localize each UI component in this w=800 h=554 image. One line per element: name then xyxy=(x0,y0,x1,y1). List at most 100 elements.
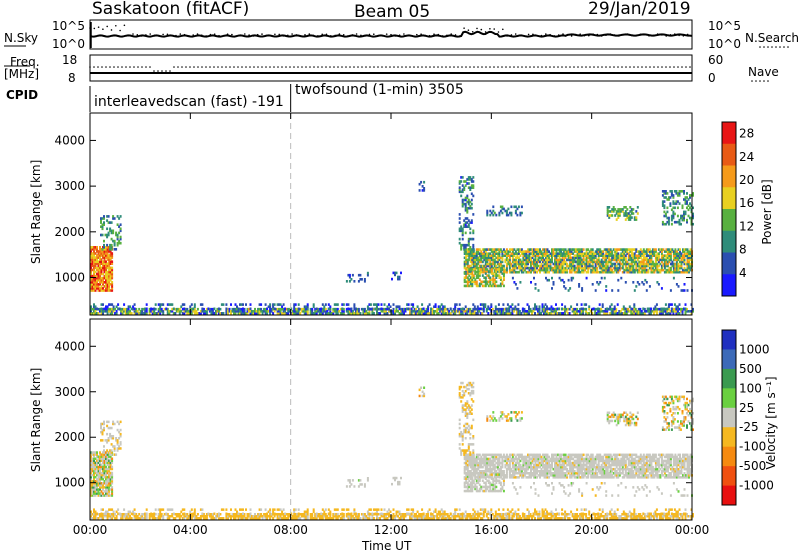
nave-point xyxy=(141,66,143,68)
power-cell xyxy=(683,192,685,195)
power-cell xyxy=(103,217,105,220)
power-cell xyxy=(623,268,626,272)
power-cell xyxy=(100,260,103,263)
power-cell xyxy=(258,312,261,315)
power-cell xyxy=(572,252,575,255)
power-cell xyxy=(117,303,120,306)
power-cell xyxy=(570,248,573,251)
power-cell xyxy=(424,312,427,315)
velocity-cell xyxy=(345,513,348,516)
nave-point xyxy=(373,66,375,68)
power-cell xyxy=(644,252,647,255)
power-cell xyxy=(90,310,92,313)
power-cell xyxy=(486,268,489,271)
velocity-cell xyxy=(239,508,241,511)
search-noise-point xyxy=(450,33,453,35)
velocity-cell xyxy=(430,517,433,520)
nave-point xyxy=(593,66,595,68)
power-cell xyxy=(475,270,478,274)
power-cell xyxy=(464,221,467,224)
power-cell xyxy=(626,270,629,274)
power-cell xyxy=(670,192,673,195)
power-cell xyxy=(520,262,523,266)
velocity-cell xyxy=(588,517,591,520)
power-cell xyxy=(90,283,92,286)
power-cell xyxy=(543,250,546,253)
power-cell xyxy=(100,281,103,284)
power-cell xyxy=(632,270,635,274)
power-cell xyxy=(111,283,114,286)
nsearch-legend-dot xyxy=(779,46,781,48)
power-cell xyxy=(513,266,516,270)
power-cell xyxy=(665,260,668,264)
power-cell xyxy=(666,250,669,253)
velocity-cell xyxy=(291,517,294,520)
velocity-cell xyxy=(239,515,241,518)
search-noise-point xyxy=(209,33,212,36)
power-cell xyxy=(448,310,451,313)
power-cell xyxy=(621,307,624,311)
power-cell xyxy=(588,266,591,270)
power-cell xyxy=(653,264,656,268)
power-cell xyxy=(653,262,656,266)
power-cell xyxy=(675,262,678,266)
power-cell xyxy=(273,307,276,311)
velocity-cell xyxy=(141,515,144,518)
power-cell xyxy=(555,262,558,266)
power-cell xyxy=(594,252,597,255)
power-cell xyxy=(473,305,476,308)
power-cell xyxy=(686,218,688,222)
velocity-cell xyxy=(99,515,101,518)
power-cell xyxy=(636,256,639,260)
velocity-cell xyxy=(401,515,404,518)
power-cell xyxy=(502,270,505,273)
power-cell xyxy=(680,310,682,313)
power-cell xyxy=(222,303,225,306)
velocity-cell xyxy=(544,515,547,518)
power-cell xyxy=(154,303,157,306)
nave-point xyxy=(681,66,683,68)
power-cell xyxy=(99,258,101,261)
velocity-cell xyxy=(257,517,260,520)
power-cell xyxy=(168,310,171,313)
power-cell xyxy=(588,260,591,264)
power-cell xyxy=(513,260,516,264)
power-cell xyxy=(171,307,174,311)
power-cell xyxy=(542,254,544,257)
velocity-cell xyxy=(123,513,126,516)
power-cell xyxy=(504,209,507,213)
power-cell xyxy=(379,307,381,311)
power-cell xyxy=(464,246,467,249)
velocity-cell xyxy=(210,515,213,518)
velocity-cell xyxy=(129,510,132,513)
power-cell xyxy=(383,312,386,315)
power-cell xyxy=(97,312,100,315)
power-cell xyxy=(497,307,500,311)
power-cell xyxy=(558,266,561,270)
power-cell xyxy=(599,270,602,274)
power-cell xyxy=(663,254,666,257)
power-cell xyxy=(276,307,279,311)
power-cell xyxy=(141,307,144,311)
power-cell xyxy=(524,312,527,315)
power-cell xyxy=(293,303,296,306)
power-cell xyxy=(672,214,675,218)
power-cell xyxy=(663,270,666,274)
power-cell xyxy=(97,274,100,278)
power-cell xyxy=(656,262,659,266)
power-cell xyxy=(608,216,611,219)
power-cell xyxy=(686,250,689,253)
power-cell xyxy=(485,310,488,313)
power-cell xyxy=(576,262,579,266)
velocity-cell xyxy=(219,517,222,520)
power-cell xyxy=(102,256,104,259)
power-cell xyxy=(533,276,535,280)
velocity-cell xyxy=(445,517,448,520)
power-cell xyxy=(585,262,588,266)
power-cell xyxy=(629,214,632,217)
search-noise-point xyxy=(575,33,577,36)
power-cell xyxy=(579,262,582,266)
search-noise-point xyxy=(248,34,250,36)
power-cell xyxy=(578,258,581,262)
power-cell xyxy=(508,256,511,260)
